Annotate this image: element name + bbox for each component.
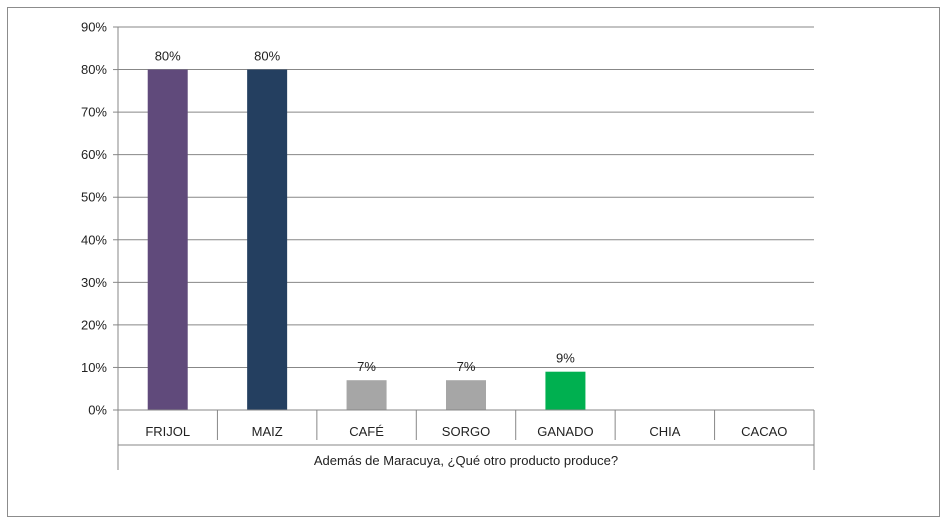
x-tick-label: GANADO xyxy=(537,424,593,439)
x-tick-label: CHIA xyxy=(649,424,680,439)
x-tick-label: MAIZ xyxy=(252,424,283,439)
y-tick-label: 50% xyxy=(81,190,107,205)
y-axis-tick-labels: 0% 10% 20% 30% 40% 50% 60% 70% 80% 90% xyxy=(81,20,119,418)
x-tick-label: CACAO xyxy=(741,424,787,439)
x-axis-title: Además de Maracuya, ¿Qué otro producto p… xyxy=(314,453,618,468)
y-tick-label: 70% xyxy=(81,105,107,120)
y-tick-label: 90% xyxy=(81,20,107,35)
bar-maiz xyxy=(247,69,288,411)
x-tick-label: CAFÉ xyxy=(349,424,384,439)
x-tick-label: FRIJOL xyxy=(145,424,190,439)
y-tick-label: 30% xyxy=(81,275,107,290)
y-tick-label: 20% xyxy=(81,317,107,332)
y-tick-label: 80% xyxy=(81,62,107,77)
data-label: 9% xyxy=(556,351,575,366)
y-tick-label: 10% xyxy=(81,360,107,375)
data-label: 80% xyxy=(254,49,280,64)
x-axis: FRIJOL MAIZ CAFÉ SORGO GANADO CHIA CACAO xyxy=(117,409,815,470)
bars xyxy=(147,69,586,411)
y-tick-label: 0% xyxy=(88,403,107,418)
data-label: 7% xyxy=(357,359,376,374)
y-tick-label: 40% xyxy=(81,232,107,247)
x-tick-label: SORGO xyxy=(442,424,490,439)
bar-café xyxy=(346,380,387,410)
bar-ganado xyxy=(545,371,586,410)
data-labels: 80% 80% 7% 7% 9% xyxy=(155,49,576,375)
gridlines xyxy=(118,26,814,368)
data-label: 7% xyxy=(457,359,476,374)
y-tick-label: 60% xyxy=(81,147,107,162)
data-label: 80% xyxy=(155,49,181,64)
bar-sorgo xyxy=(446,380,486,410)
bar-frijol xyxy=(147,69,188,411)
